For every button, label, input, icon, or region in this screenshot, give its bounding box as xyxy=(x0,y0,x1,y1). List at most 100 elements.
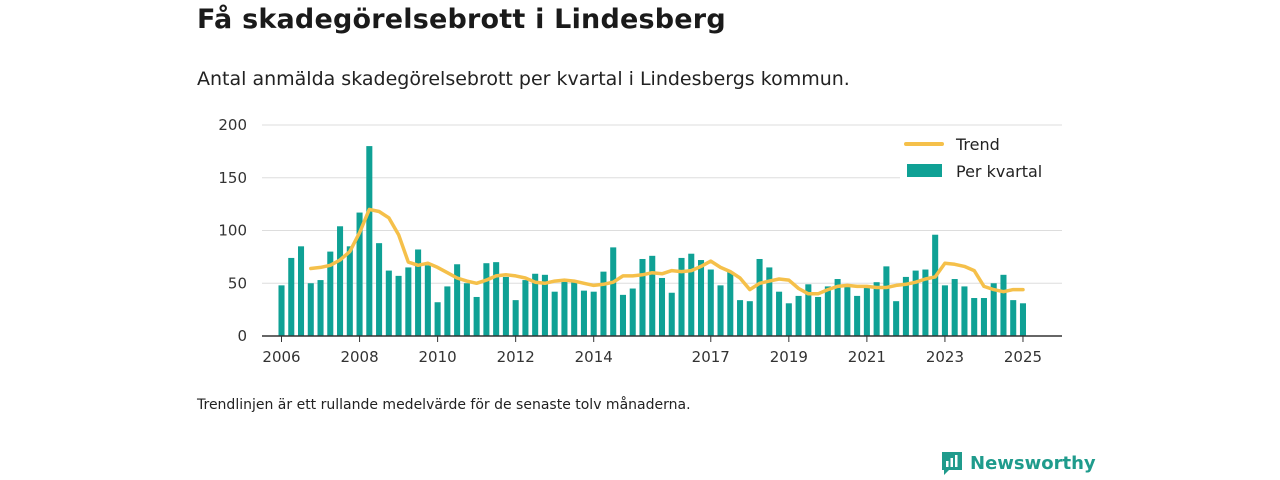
bar xyxy=(434,302,441,336)
newsworthy-logo-icon xyxy=(942,452,962,475)
bar xyxy=(551,291,558,336)
bar xyxy=(883,266,890,336)
y-tick-label: 0 xyxy=(237,327,247,345)
bar xyxy=(424,265,431,336)
bar xyxy=(512,300,519,336)
x-tick-label: 2014 xyxy=(575,348,613,366)
bar xyxy=(473,296,480,336)
y-tick-label: 50 xyxy=(228,274,247,292)
bar xyxy=(902,276,909,336)
bar xyxy=(307,283,314,336)
x-tick-label: 2023 xyxy=(926,348,964,366)
bar xyxy=(785,303,792,336)
x-tick-label: 2019 xyxy=(770,348,808,366)
bar xyxy=(590,291,597,336)
bar xyxy=(600,271,607,336)
bar xyxy=(629,288,636,336)
bar xyxy=(971,298,978,336)
bar xyxy=(688,253,695,336)
bar xyxy=(951,279,958,336)
bar xyxy=(766,267,773,336)
bar xyxy=(737,300,744,336)
bar xyxy=(541,274,548,336)
bar xyxy=(990,283,997,336)
bar xyxy=(317,280,324,336)
y-tick-label: 100 xyxy=(218,222,247,240)
chart-title: Få skadegörelsebrott i Lindesberg xyxy=(197,4,726,35)
bar xyxy=(580,290,587,336)
bar xyxy=(532,273,539,336)
bar xyxy=(415,249,422,336)
legend-trend-label: Trend xyxy=(955,135,1000,154)
x-axis-ticks: 2006 2008 2010 2012 2014 2017 2019 2021 2023 2025 xyxy=(262,336,1042,366)
bar xyxy=(893,301,900,336)
x-tick-label: 2006 xyxy=(262,348,300,366)
bar xyxy=(278,285,285,336)
y-tick-label: 200 xyxy=(218,116,247,134)
bar xyxy=(795,295,802,336)
bar xyxy=(337,226,344,336)
bar xyxy=(707,269,714,336)
bar xyxy=(493,262,500,336)
bar xyxy=(932,234,939,336)
bar xyxy=(649,255,656,336)
bar xyxy=(922,269,929,336)
bar xyxy=(815,296,822,336)
bar xyxy=(873,282,880,336)
bar xyxy=(385,270,392,336)
bar xyxy=(980,298,987,336)
bar-series xyxy=(278,146,1026,336)
bar xyxy=(1010,300,1017,336)
bar xyxy=(395,275,402,336)
bar xyxy=(698,260,705,336)
bar xyxy=(776,291,783,336)
legend-bars-label: Per kvartal xyxy=(956,162,1042,181)
bar xyxy=(405,267,412,336)
bar xyxy=(844,285,851,336)
bar xyxy=(727,271,734,336)
bar xyxy=(961,286,968,336)
bar xyxy=(288,257,295,336)
bar xyxy=(376,243,383,336)
bar xyxy=(746,301,753,336)
bar xyxy=(619,294,626,336)
legend: Trend Per kvartal xyxy=(900,134,1062,186)
bar xyxy=(824,286,831,336)
bar xyxy=(834,279,841,336)
bar xyxy=(863,286,870,336)
x-tick-label: 2017 xyxy=(692,348,730,366)
bar xyxy=(463,283,470,336)
bar xyxy=(854,295,861,336)
bar xyxy=(522,280,529,336)
y-axis-ticks: 0 50 100 150 200 xyxy=(218,116,247,345)
bar xyxy=(1000,274,1007,336)
bar xyxy=(717,285,724,336)
bar xyxy=(571,282,578,336)
legend-bars-swatch xyxy=(907,164,942,177)
bar xyxy=(483,263,490,336)
bar xyxy=(444,286,451,336)
brand-name: Newsworthy xyxy=(970,452,1096,474)
bar xyxy=(356,212,363,336)
bar xyxy=(756,258,763,336)
bar xyxy=(346,246,353,336)
x-tick-label: 2021 xyxy=(848,348,886,366)
bar xyxy=(912,270,919,336)
bar xyxy=(1019,303,1026,336)
bar xyxy=(298,246,305,336)
bar xyxy=(805,284,812,336)
trend-line xyxy=(309,207,1025,296)
bar xyxy=(668,292,675,336)
bar xyxy=(366,146,373,336)
bar xyxy=(610,247,617,336)
y-tick-label: 150 xyxy=(218,169,247,187)
bar xyxy=(561,280,568,336)
bar xyxy=(327,251,334,336)
x-tick-label: 2010 xyxy=(419,348,457,366)
footnote: Trendlinjen är ett rullande medelvärde f… xyxy=(197,397,691,413)
x-tick-label: 2012 xyxy=(497,348,535,366)
bar xyxy=(658,277,666,336)
brand-logo[interactable]: Newsworthy xyxy=(940,450,1096,476)
x-tick-label: 2025 xyxy=(1004,348,1042,366)
